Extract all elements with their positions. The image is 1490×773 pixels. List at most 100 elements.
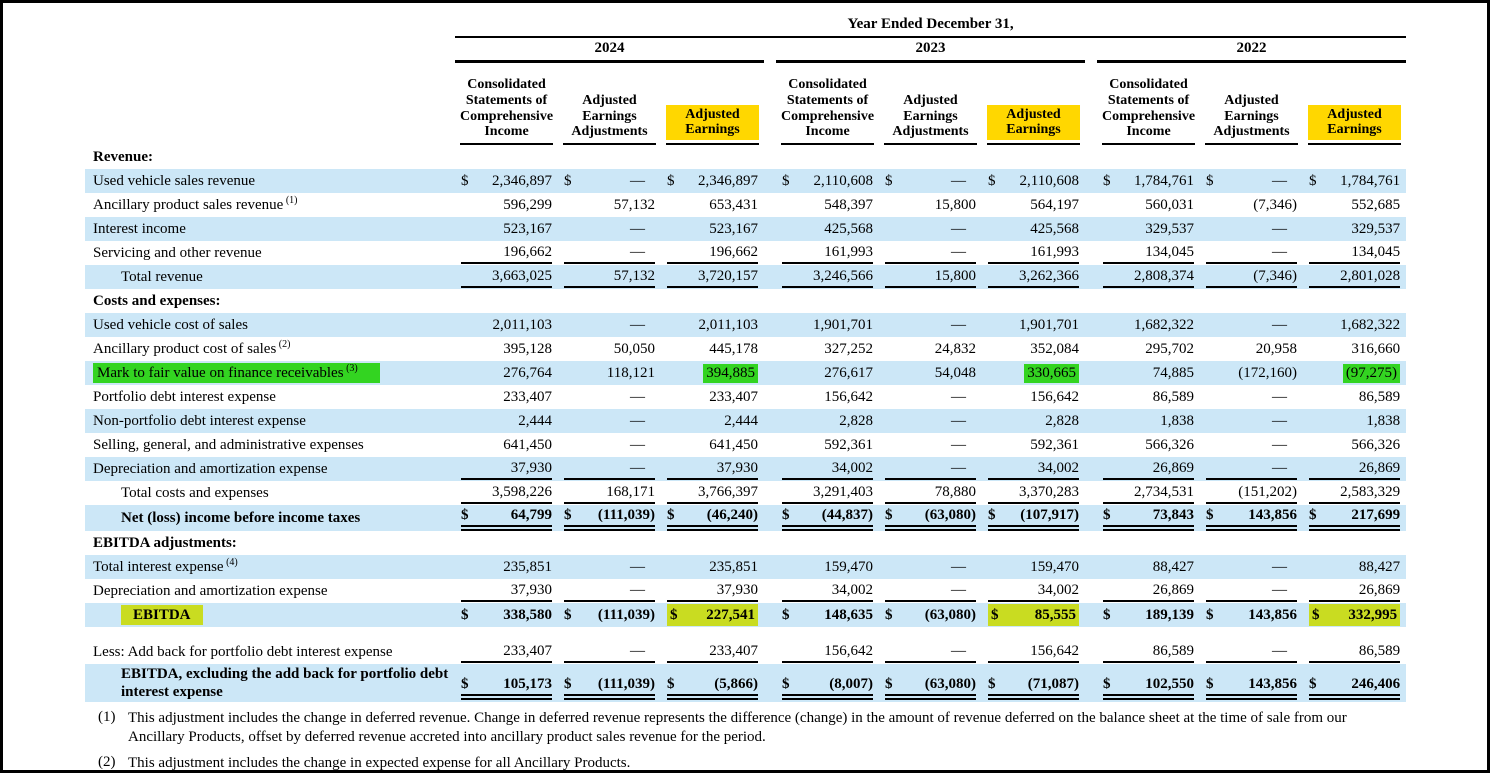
cell-value: 156,642	[776, 640, 879, 664]
cell-value: 1,838	[1097, 409, 1200, 433]
year-2024-label: 2024	[455, 37, 764, 63]
table-row: Revenue:	[85, 145, 1406, 169]
cell-value: 233,407	[661, 640, 764, 664]
cell-value: 2,011,103	[661, 313, 764, 337]
table-row: Less: Add back for portfolio debt intere…	[85, 640, 1406, 664]
cell-value: —	[879, 555, 982, 579]
cell-value: 560,031	[1145, 196, 1194, 213]
dollar-sign: $	[564, 172, 572, 189]
cell-value: 2,828	[776, 409, 879, 433]
row-label: Mark to fair value on finance receivable…	[85, 361, 455, 385]
financial-table: Year Ended December 31, 2024 2023 2022 C…	[85, 9, 1407, 702]
cell-value: 445,178	[709, 340, 758, 357]
cell-value: $1,784,761	[1097, 169, 1200, 193]
cell-value: $1,784,761	[1303, 169, 1407, 193]
cell-value: 2,444	[455, 409, 558, 433]
dollar-sign: $	[667, 675, 675, 692]
cell-value: —	[1200, 313, 1303, 337]
cell-value: 425,568	[776, 217, 879, 241]
cell-value: 161,993	[776, 241, 879, 265]
dollar-sign: $	[461, 506, 469, 523]
dollar-sign: $	[564, 506, 572, 523]
cell-value: 88,427	[1303, 555, 1407, 579]
cell-value: 3,663,025	[455, 265, 558, 289]
footnote-marker: (1)	[98, 709, 116, 725]
cell-value: (7,346)	[1253, 196, 1297, 213]
col-header-adjusted-earnings-2023: Adjusted Earnings	[987, 104, 1080, 140]
cell-value: 2,808,374	[1097, 265, 1200, 289]
cell-value: 425,568	[982, 217, 1085, 241]
dollar-sign: $	[1309, 675, 1317, 692]
dollar-sign: $	[1309, 172, 1317, 189]
cell-value: 15,800	[879, 265, 982, 289]
dollar-sign: $	[782, 506, 790, 523]
cell-value: 159,470	[982, 555, 1085, 579]
cell-value: 641,450	[503, 436, 552, 453]
cell-value: 233,407	[709, 388, 758, 405]
table-body: Revenue: Used vehicle sales revenue $2,346…	[85, 145, 1407, 702]
table-row: Costs and expenses:	[85, 289, 1406, 313]
table-row: Depreciation and amortization expense 37,…	[85, 579, 1406, 603]
cell-value: —	[558, 457, 661, 481]
cell-value: $ (111,039)	[558, 664, 661, 702]
cell-value: —	[879, 409, 982, 433]
cell-value: $2,346,897	[455, 169, 558, 193]
col-header-consolidated-2022: Consolidated Statements of Comprehensive…	[1101, 77, 1196, 140]
cell-value: 26,869	[1097, 457, 1200, 481]
dollar-sign: $	[1103, 606, 1111, 623]
cell-value: 394,885	[661, 361, 764, 385]
cell-value: $ (107,917)	[982, 505, 1085, 531]
cell-value: 86,589	[1097, 640, 1200, 664]
table-row: Total interest expense (4) 235,851—235,85…	[85, 555, 1407, 579]
cell-value: $85,555	[982, 603, 1085, 627]
table-row: Depreciation and amortization expense 37,…	[85, 457, 1407, 481]
cell-value: —	[1272, 388, 1287, 405]
cell-value: 86,589	[1303, 640, 1406, 664]
cell-value: 1,682,322	[1097, 313, 1200, 337]
table-row: Interest income 523,167—523,167 425,568—42…	[85, 217, 1407, 241]
year-row: 2024 2023 2022	[85, 37, 1407, 63]
cell-value: 57,132	[613, 196, 655, 213]
cell-value: 86,589	[1152, 388, 1194, 405]
cell-value: 34,002	[982, 579, 1085, 603]
cell-value: $332,995	[1303, 603, 1407, 627]
cell-value: 3,720,157	[661, 265, 764, 289]
cell-value: —	[951, 436, 966, 453]
cell-value: 78,880	[879, 481, 982, 505]
cell-value: 395,128	[503, 340, 552, 357]
row-label: Net (loss) income before income taxes	[85, 505, 455, 531]
cell-value: 330,665	[982, 361, 1085, 385]
row-label: Ancillary product sales revenue (1)	[93, 194, 298, 213]
cell-value: 37,930	[661, 457, 764, 481]
cell-value: —	[558, 409, 661, 433]
dollar-sign: $	[885, 606, 893, 623]
dollar-sign: $	[782, 606, 790, 623]
cell-value: $143,856	[1200, 664, 1303, 702]
dollar-sign: $	[1206, 675, 1214, 692]
cell-value: 88,427	[1097, 555, 1200, 579]
cell-value: 2,011,103	[455, 313, 558, 337]
cell-value: —	[558, 640, 661, 664]
col-header-adjusted-earnings-2024: Adjusted Earnings	[666, 104, 759, 140]
row-label: EBITDA adjustments:	[93, 534, 237, 551]
cell-value: —	[558, 579, 661, 603]
row-label: Non-portfolio debt interest expense	[85, 409, 455, 433]
cell-value: 37,930	[455, 457, 558, 481]
cell-value: —	[1272, 436, 1287, 453]
cell-value: 564,197	[1030, 196, 1079, 213]
cell-value: 54,048	[879, 361, 982, 385]
cell-value: $ —	[879, 169, 982, 193]
col-header-adjusted-earnings-2022: Adjusted Earnings	[1308, 104, 1402, 140]
dollar-sign: $	[988, 172, 996, 189]
table-row: Total revenue 3,663,025 57,132 3,720,157 3,2…	[85, 265, 1407, 289]
dollar-sign: $	[667, 506, 675, 523]
table-spacer-row	[85, 627, 1406, 640]
cell-value: $ (63,080)	[879, 664, 982, 702]
footnote-marker: (2)	[98, 754, 116, 771]
cell-value: 34,002	[776, 579, 879, 603]
footnote-1: (1) This adjustment includes the change …	[98, 709, 1487, 747]
row-label: Interest income	[85, 217, 455, 241]
cell-value: 2,734,531	[1097, 481, 1200, 505]
cell-value: —	[1200, 579, 1303, 603]
